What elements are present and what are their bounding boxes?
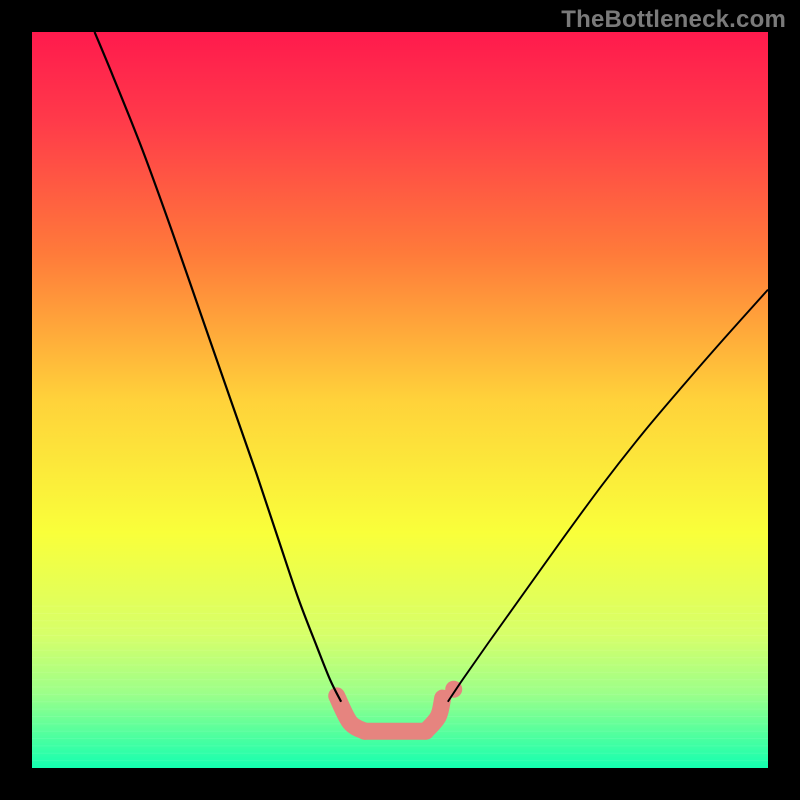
bottleneck-chart bbox=[0, 0, 800, 800]
watermark-text: TheBottleneck.com bbox=[561, 6, 786, 34]
